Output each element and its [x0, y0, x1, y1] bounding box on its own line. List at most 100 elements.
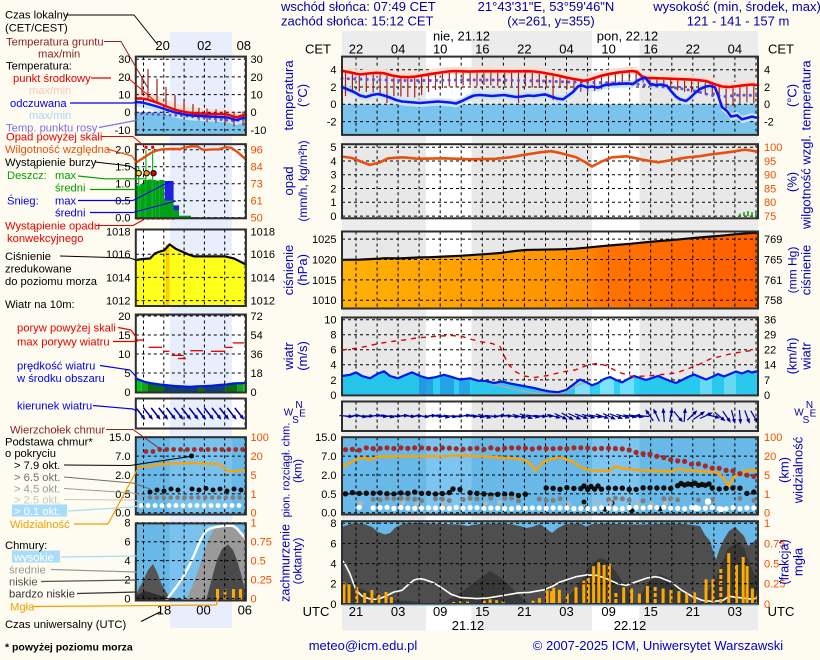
svg-text:2: 2: [330, 82, 336, 94]
svg-text:765: 765: [764, 254, 782, 266]
svg-text:(mm/h, kg/m²h): (mm/h, kg/m²h): [296, 140, 310, 221]
svg-text:(°C): (°C): [295, 84, 310, 107]
svg-text:© 2007-2025 ICM, Uniwersytet W: © 2007-2025 ICM, Uniwersytet Warszawski: [533, 638, 784, 653]
svg-text:-10: -10: [115, 125, 131, 137]
svg-text:wiatr: wiatr: [799, 342, 814, 371]
svg-text:1: 1: [330, 197, 336, 209]
svg-text:36: 36: [251, 349, 263, 361]
svg-text:Ciśnienie: Ciśnienie: [5, 251, 51, 263]
svg-text:Wilgotność względna: Wilgotność względna: [5, 144, 111, 156]
svg-text:06: 06: [238, 603, 252, 618]
svg-text:0: 0: [251, 107, 257, 119]
svg-text:0.0: 0.0: [115, 213, 130, 225]
svg-text:pon, 22.12: pon, 22.12: [597, 29, 658, 44]
svg-text:(CET/CEST): (CET/CEST): [5, 23, 68, 35]
svg-text:15: 15: [475, 604, 489, 619]
svg-text:20: 20: [764, 451, 776, 463]
svg-text:UTC: UTC: [303, 604, 330, 619]
svg-text:wiatr: wiatr: [281, 342, 296, 371]
svg-text:1: 1: [251, 489, 257, 501]
svg-text:2: 2: [330, 375, 336, 387]
svg-text:W: W: [284, 408, 294, 419]
svg-text:7: 7: [764, 375, 770, 387]
svg-text:2: 2: [330, 579, 336, 591]
svg-text:Widzialność: Widzialność: [10, 519, 70, 531]
svg-text:średnie: średnie: [9, 565, 46, 577]
svg-text:1014: 1014: [251, 272, 275, 284]
svg-text:30: 30: [251, 54, 263, 66]
svg-text:Czas uniwersalny (UTC): Czas uniwersalny (UTC): [5, 619, 126, 631]
svg-text:2.0: 2.0: [115, 470, 130, 482]
svg-text:średni: średni: [55, 183, 85, 195]
svg-text:21.12: 21.12: [452, 618, 485, 633]
svg-text:1.5: 1.5: [115, 162, 130, 174]
svg-text:04: 04: [391, 42, 405, 57]
svg-text:max: max: [55, 196, 77, 208]
svg-text:wysokie: wysokie: [13, 552, 54, 564]
svg-text:N: N: [295, 400, 302, 411]
svg-text:6: 6: [124, 537, 130, 549]
svg-text:121 - 141 - 157 m: 121 - 141 - 157 m: [687, 14, 790, 29]
svg-text:0: 0: [330, 599, 336, 611]
svg-text:(oktanty): (oktanty): [291, 538, 305, 585]
svg-text:1: 1: [764, 518, 770, 530]
svg-text:1012: 1012: [106, 296, 130, 308]
svg-text:opad: opad: [281, 167, 296, 196]
svg-text:1: 1: [251, 518, 257, 530]
svg-text:bardzo niskie: bardzo niskie: [9, 589, 75, 601]
svg-text:72: 72: [251, 311, 263, 323]
svg-text:10: 10: [324, 315, 336, 327]
svg-text:> 6.5 okt.: > 6.5 okt.: [14, 472, 60, 484]
svg-text:1: 1: [764, 489, 770, 501]
svg-text:Wierzchołek chmur: Wierzchołek chmur: [10, 425, 105, 437]
svg-text:5: 5: [330, 142, 336, 154]
svg-text:0.75: 0.75: [251, 537, 272, 549]
svg-text:73: 73: [251, 179, 263, 191]
svg-text:90: 90: [764, 170, 776, 182]
svg-text:20: 20: [155, 38, 169, 53]
svg-text:0: 0: [330, 211, 336, 223]
svg-text:wschód słońca: 07:49 CET: wschód słońca: 07:49 CET: [280, 0, 436, 14]
svg-text:100: 100: [764, 432, 782, 444]
svg-text:0: 0: [764, 599, 770, 611]
svg-text:100: 100: [251, 432, 269, 444]
svg-text:prędkość wiatru: prędkość wiatru: [17, 361, 95, 373]
svg-text:15: 15: [118, 330, 130, 342]
svg-text:10: 10: [601, 42, 615, 57]
svg-text:09: 09: [601, 604, 615, 619]
svg-text:zachód słońca: 15:12 CET: zachód słońca: 15:12 CET: [281, 14, 434, 29]
svg-text:1016: 1016: [106, 249, 130, 261]
svg-text:22: 22: [764, 345, 776, 357]
svg-text:0.0: 0.0: [115, 508, 130, 520]
svg-text:09: 09: [433, 604, 447, 619]
svg-text:punkt środkowy: punkt środkowy: [13, 73, 91, 85]
svg-text:61: 61: [251, 196, 263, 208]
svg-text:20: 20: [251, 72, 263, 84]
svg-text:o pokryciu: o pokryciu: [5, 448, 56, 460]
svg-text:E: E: [810, 409, 817, 420]
svg-text:0.0: 0.0: [321, 508, 336, 520]
svg-text:4: 4: [330, 360, 336, 372]
svg-text:10: 10: [118, 349, 130, 361]
svg-text:15.0: 15.0: [315, 432, 336, 444]
svg-text:średni: średni: [55, 208, 85, 220]
svg-text:4: 4: [764, 65, 770, 77]
svg-text:0.75: 0.75: [764, 538, 785, 550]
svg-text:temperatura: temperatura: [281, 60, 296, 131]
svg-text:1016: 1016: [251, 249, 275, 261]
svg-text:Wystąpienie opadu: Wystąpienie opadu: [5, 221, 100, 233]
svg-text:761: 761: [764, 275, 782, 287]
svg-text:0: 0: [251, 593, 257, 605]
svg-text:widzialność: widzialność: [791, 436, 806, 504]
svg-text:5: 5: [764, 470, 770, 482]
svg-text:nie, 21.12: nie, 21.12: [433, 29, 490, 44]
svg-text:03: 03: [559, 604, 573, 619]
svg-text:kierunek wiatru: kierunek wiatru: [17, 401, 92, 413]
svg-text:4: 4: [124, 556, 130, 568]
svg-text:1025: 1025: [312, 234, 336, 246]
svg-text:1.0: 1.0: [115, 179, 130, 191]
svg-text:CET: CET: [768, 42, 794, 57]
svg-text:max/min: max/min: [38, 49, 80, 61]
svg-text:96: 96: [251, 145, 263, 157]
svg-text:10: 10: [251, 90, 263, 102]
